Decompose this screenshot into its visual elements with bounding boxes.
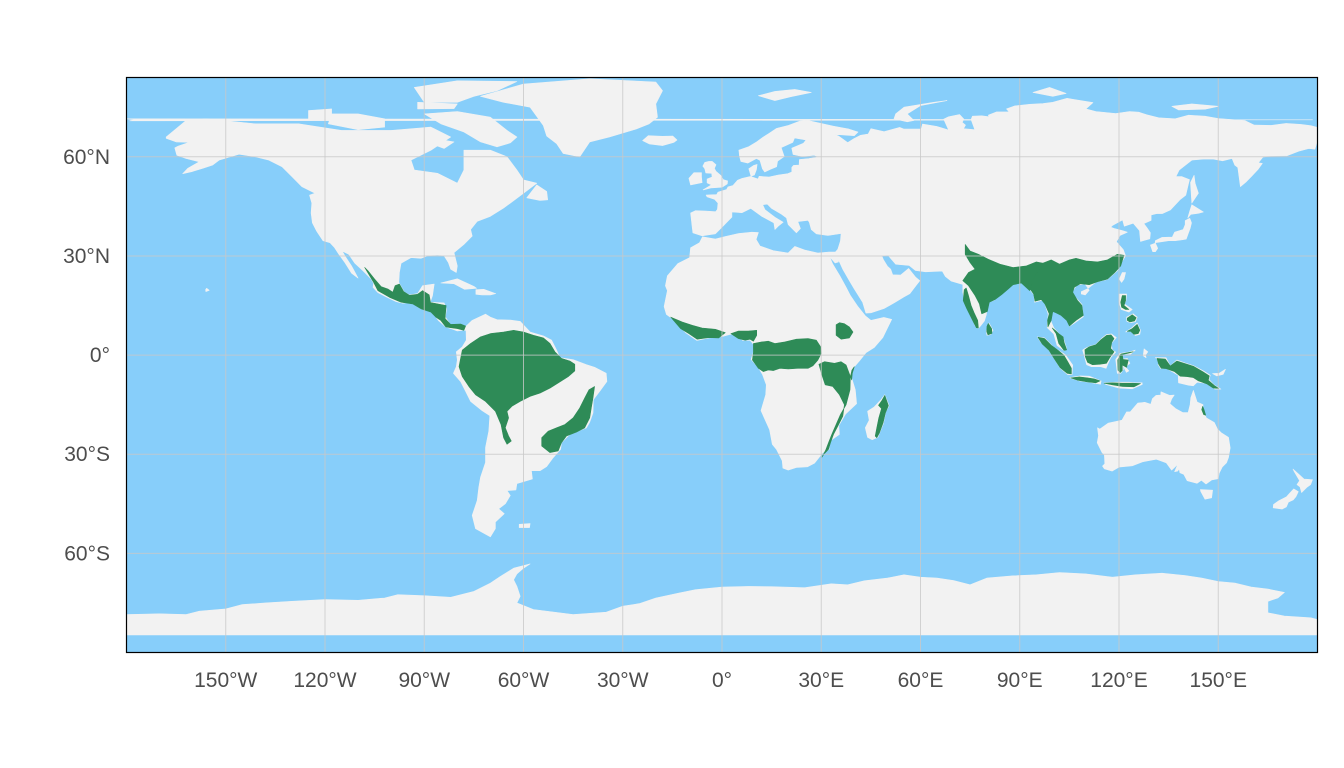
honshu (1154, 218, 1192, 243)
greenland (480, 78, 663, 158)
sakhalin (1190, 175, 1199, 204)
map-frame (125, 76, 1319, 654)
x-tick-label: 0° (712, 669, 732, 692)
victoria-island (328, 113, 385, 130)
taiwan (1119, 272, 1126, 283)
borneo-forest (1084, 334, 1115, 365)
y-tick-label: 60°S (64, 542, 110, 565)
java-forest (1070, 376, 1101, 384)
mindanao-forest (1127, 324, 1141, 335)
y-tick-label: 0° (90, 344, 110, 367)
novaya-zemlya (893, 100, 948, 123)
y-tick-label: 30°N (63, 245, 110, 268)
x-tick-label: 90°W (398, 669, 450, 692)
hispaniola (475, 289, 496, 296)
x-tick-label: 150°E (1190, 669, 1247, 692)
nigeria-cameroon-forest (730, 330, 757, 342)
hokkaido (1187, 204, 1204, 219)
kyushu (1150, 242, 1158, 252)
highlight-layer (364, 244, 1220, 458)
southampton-island (430, 138, 455, 149)
x-tick-label: 60°W (498, 669, 550, 692)
banks-island (308, 108, 332, 120)
x-tick-label: 90°E (997, 669, 1043, 692)
ethiopian-highland-forest (835, 322, 854, 340)
indian-subcontinent-forest (962, 244, 1044, 315)
ireland (688, 172, 703, 186)
western-ghats-forest (962, 287, 979, 329)
new-zealand-north (1292, 468, 1313, 493)
madagascar-east-coast-forest-2 (850, 366, 855, 381)
x-tick-label: 60°E (898, 669, 944, 692)
new-zealand-south (1272, 488, 1299, 510)
map-panel (125, 76, 1319, 654)
svalbard (758, 89, 812, 101)
great-britain (702, 161, 728, 191)
y-tick-label: 60°N (63, 146, 110, 169)
x-tick-label: 150°W (194, 669, 257, 692)
x-tick-label: 120°W (293, 669, 356, 692)
ellesmere-island (414, 80, 518, 103)
visayas-forest (1127, 314, 1137, 323)
malay-peninsula-forest (1051, 327, 1067, 351)
graticule (126, 77, 1318, 653)
philippines-forest (1120, 295, 1130, 310)
hainan (1081, 288, 1090, 296)
newfoundland (526, 184, 548, 201)
x-tick-label: 120°E (1090, 669, 1147, 692)
cuba (440, 278, 477, 290)
southeast-asia-forest (1030, 254, 1125, 328)
tasmania (1200, 489, 1213, 500)
northeast-australia-forest (1201, 406, 1206, 416)
y-axis-labels: 60°N 30°N 0° 30°S 60°S (63, 146, 110, 566)
y-tick-label: 30°S (64, 443, 110, 466)
wrangel-island (126, 118, 1313, 122)
iceland (642, 135, 678, 146)
hawaii (205, 288, 210, 292)
sri-lanka-forest (986, 323, 993, 336)
sulawesi-forest (1117, 351, 1134, 373)
amazon-basin (458, 330, 576, 445)
severnaya-zemlya (1032, 87, 1067, 97)
x-axis-labels: 150°W 120°W 90°W 60°W 30°W 0° 30°E 60°E 90°E 120°… (194, 669, 1247, 692)
mesoamerica-forest (364, 267, 466, 331)
madagascar-forest (874, 395, 889, 438)
atlantic-forest (541, 386, 595, 453)
new-guinea-forest (1156, 358, 1220, 389)
australia (1096, 390, 1231, 485)
new-siberian-islands (1171, 103, 1219, 111)
falkland-islands (518, 523, 531, 528)
lesser-sundas-forest (1103, 382, 1141, 388)
x-tick-label: 30°W (597, 669, 649, 692)
devon-island (417, 102, 458, 110)
x-tick-label: 30°E (798, 669, 844, 692)
